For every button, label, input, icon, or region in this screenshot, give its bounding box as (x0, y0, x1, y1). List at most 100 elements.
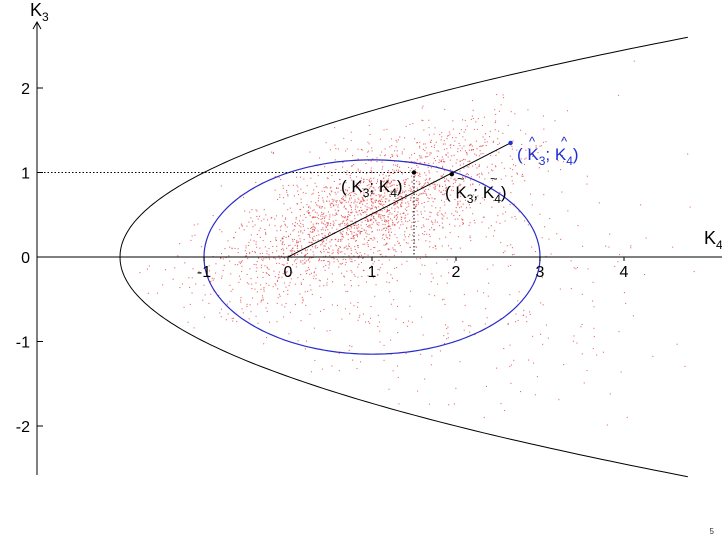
scatter-point (457, 148, 459, 150)
scatter-point (371, 219, 373, 221)
scatter-point (318, 218, 320, 220)
scatter-point (456, 211, 458, 213)
scatter-point (370, 317, 372, 319)
scatter-point (398, 191, 400, 193)
scatter-point (457, 151, 459, 153)
scatter-point (220, 316, 222, 318)
scatter-point (457, 200, 459, 202)
scatter-point (317, 175, 319, 177)
scatter-point (426, 152, 428, 154)
scatter-point (378, 206, 380, 208)
scatter-point (389, 175, 391, 177)
scatter-point (299, 215, 301, 217)
scatter-point (302, 300, 304, 302)
scatter-point (335, 168, 337, 170)
scatter-point (459, 215, 461, 217)
scatter-point (358, 210, 360, 212)
scatter-point (254, 224, 256, 226)
scatter-point (323, 237, 325, 239)
scatter-point (325, 186, 327, 188)
scatter-point (298, 241, 300, 243)
scatter-point (183, 306, 185, 308)
scatter-point (316, 186, 318, 188)
scatter-point (447, 337, 449, 339)
scatter-point (365, 232, 367, 234)
scatter-point (305, 216, 307, 218)
scatter-point (327, 177, 329, 179)
scatter-point (309, 257, 311, 259)
scatter-point (229, 301, 231, 303)
scatter-point (242, 312, 244, 314)
scatter-point (263, 343, 265, 345)
scatter-point (396, 218, 398, 220)
scatter-point (343, 195, 345, 197)
scatter-point (373, 177, 375, 179)
scatter-point (376, 161, 378, 163)
scatter-point (275, 239, 277, 241)
scatter-point (424, 192, 426, 194)
scatter-point (401, 199, 403, 201)
scatter-point (192, 268, 194, 270)
scatter-point (405, 190, 407, 192)
scatter-point (344, 264, 346, 266)
scatter-point (424, 182, 426, 184)
scatter-point (417, 214, 419, 216)
scatter-point (248, 283, 250, 285)
scatter-point (434, 198, 436, 200)
scatter-point (418, 239, 420, 241)
scatter-point (450, 248, 452, 250)
scatter-point (416, 246, 418, 248)
scatter-point (406, 325, 408, 327)
scatter-point (328, 264, 330, 266)
scatter-point (349, 228, 351, 230)
scatter-point (309, 151, 311, 153)
scatter-point (300, 208, 302, 210)
scatter-point (328, 267, 330, 269)
scatter-point (387, 178, 389, 180)
scatter-point (419, 141, 421, 143)
scatter-point (338, 352, 340, 354)
scatter-point (405, 214, 407, 216)
scatter-point (353, 224, 355, 226)
scatter-point (502, 252, 504, 254)
scatter-point (423, 234, 425, 236)
scatter-point (535, 145, 537, 147)
scatter-point (570, 288, 572, 290)
scatter-point (302, 219, 304, 221)
scatter-point (396, 305, 398, 307)
scatter-point (419, 172, 421, 174)
scatter-point (348, 224, 350, 226)
scatter-point (359, 232, 361, 234)
scatter-point (402, 212, 404, 214)
scatter-point (354, 227, 356, 229)
scatter-point (504, 193, 506, 195)
scatter-point (452, 128, 454, 130)
scatter-point (433, 187, 435, 189)
scatter-point (391, 213, 393, 215)
scatter-point (280, 255, 282, 257)
scatter-point (446, 188, 448, 190)
scatter-point (289, 244, 291, 246)
scatter-point (342, 258, 344, 260)
scatter-point (413, 202, 415, 204)
scatter-point (475, 140, 477, 142)
scatter-point (381, 229, 383, 231)
scatter-point (326, 196, 328, 198)
scatter-point (374, 218, 376, 220)
scatter-point (266, 272, 268, 274)
scatter-point (448, 131, 450, 133)
scatter-point (427, 182, 429, 184)
scatter-point (476, 290, 478, 292)
scatter-point (423, 143, 425, 145)
scatter-point (381, 168, 383, 170)
scatter-point (396, 206, 398, 208)
scatter-point (416, 142, 418, 144)
scatter-point (288, 236, 290, 238)
scatter-point (234, 247, 236, 249)
scatter-point (617, 261, 619, 263)
scatter-point (220, 185, 222, 187)
scatter-point (321, 243, 323, 245)
scatter-point (340, 189, 342, 191)
scatter-point (563, 161, 565, 163)
scatter-point (301, 247, 303, 249)
